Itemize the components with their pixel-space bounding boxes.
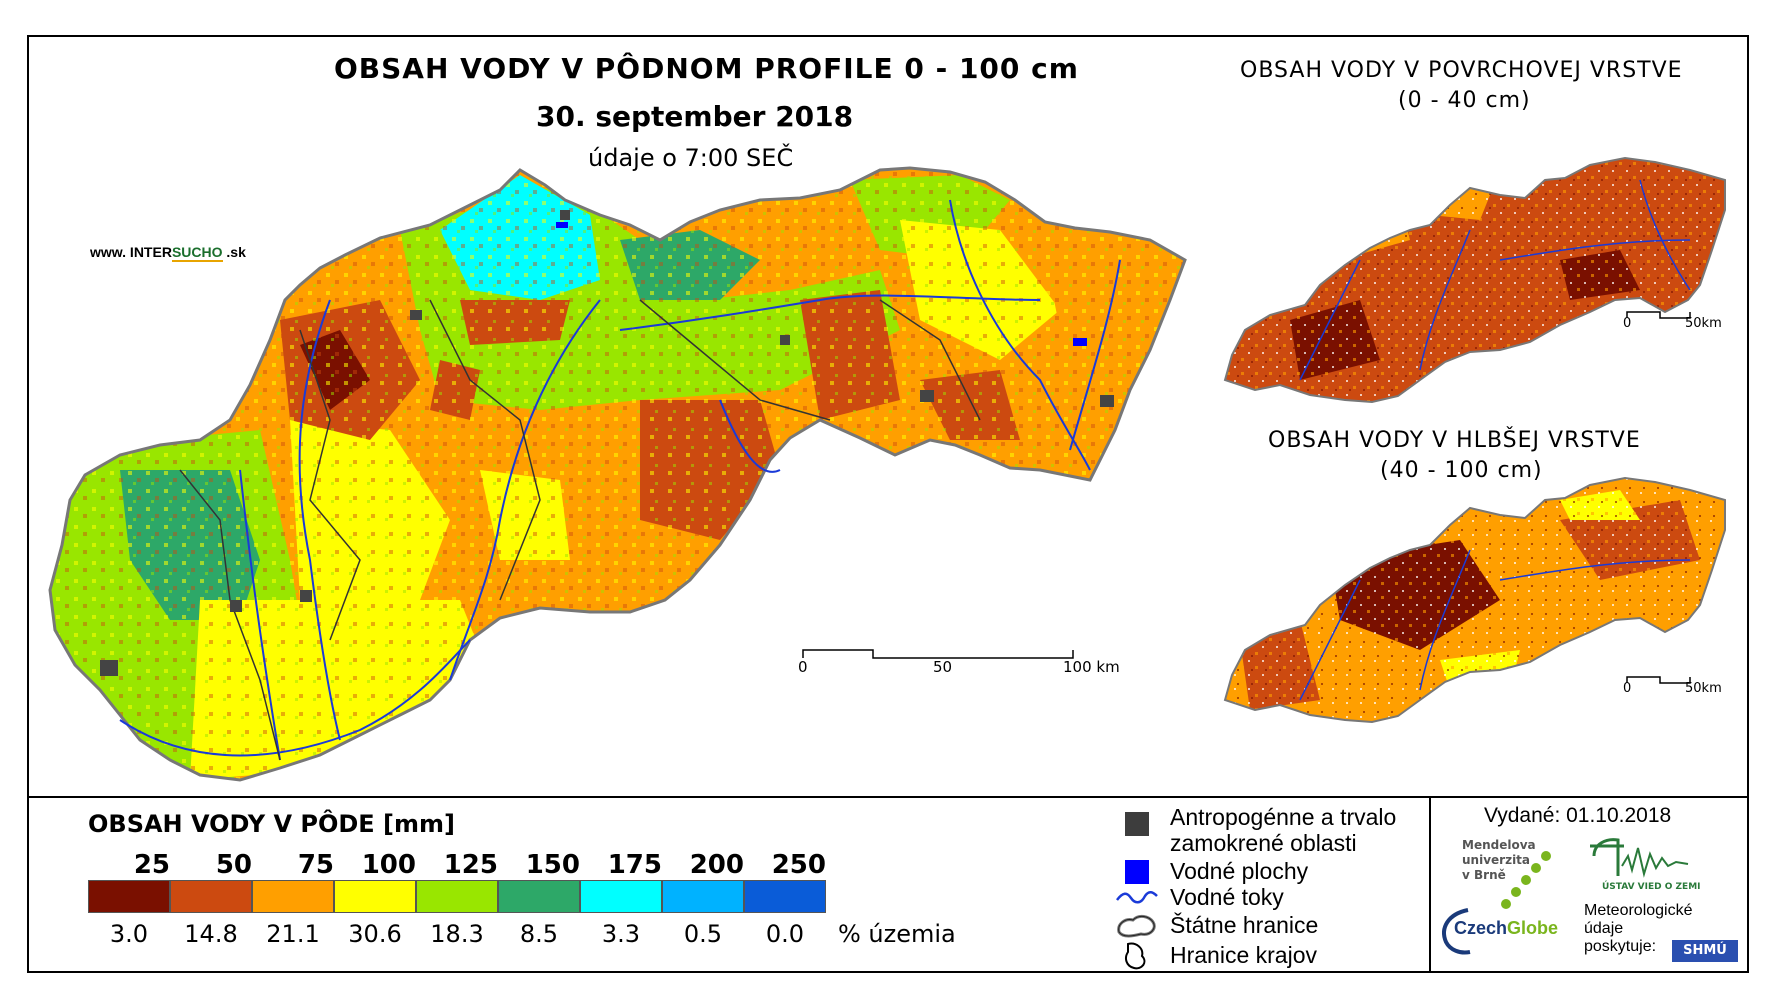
legend-title: OBSAH VODY V PÔDE [mm]: [88, 810, 456, 838]
region-border-icon: [1125, 942, 1146, 970]
legend-item-urban-1: Antropogénne a trvalo: [1170, 804, 1397, 830]
uvz-logo-icon: [1590, 838, 1689, 878]
czechglobe-logo-text: CzechGlobe: [1454, 918, 1559, 938]
legend-swatch: [498, 880, 580, 913]
legend-threshold: 250: [771, 850, 826, 880]
main-title: OBSAH VODY V PÔDNOM PROFILE 0 - 100 cm: [334, 52, 1079, 85]
legend-swatch: [252, 880, 334, 913]
legend-swatch: [334, 880, 416, 913]
inset-top-subtitle: (0 - 40 cm): [1398, 88, 1531, 113]
legend-threshold: 25: [133, 850, 170, 880]
legend-percent: 14.8: [184, 920, 238, 948]
czechglobe-swoosh-icon: [1442, 908, 1471, 955]
inset-bottom-scale-bar: [1626, 676, 1691, 684]
map-date: 30. september 2018: [536, 100, 854, 133]
legend-threshold: 75: [297, 850, 334, 880]
legend-item-region-border: Hranice krajov: [1170, 942, 1317, 968]
inset-top-scale-label-0: 0: [1623, 316, 1632, 331]
inset-top-title: OBSAH VODY V POVRCHOVEJ VRSTVE: [1240, 58, 1683, 83]
inset-bottom-title: OBSAH VODY V HLBŠEJ VRSTVE: [1268, 428, 1641, 453]
credits-divider: [1429, 796, 1431, 973]
scale-label-100: 100 km: [1063, 658, 1120, 676]
legend-percent: 30.6: [348, 920, 402, 948]
main-scale-bar: [802, 649, 1074, 659]
shmu-credit-text: Meteorologické údaje poskytuje:: [1584, 902, 1693, 955]
legend-percent: 0.0: [765, 920, 805, 948]
legend-percent: 18.3: [430, 920, 484, 948]
shmu-logo: SHMÚ: [1672, 940, 1738, 962]
legend-item-state-border: Štátne hranice: [1170, 912, 1319, 938]
website-label: www. INTERSUCHO .sk: [90, 244, 246, 262]
legend-percent: 0.5: [683, 920, 723, 948]
legend-item-water-bodies: Vodné plochy: [1170, 858, 1309, 884]
main-urban-areas: [100, 210, 1114, 676]
uvz-logo-text: ÚSTAV VIED O ZEMI: [1602, 882, 1701, 892]
legend-percent: 3.0: [109, 920, 149, 948]
legend-threshold: 175: [607, 850, 662, 880]
legend-swatch: [662, 880, 744, 913]
main-map-fill: [50, 168, 1185, 780]
legend-threshold: 150: [525, 850, 580, 880]
scale-label-0: 0: [798, 658, 808, 676]
legend-threshold: 50: [215, 850, 252, 880]
time-note: údaje o 7:00 SEČ: [588, 144, 794, 172]
legend-swatch: [170, 880, 252, 913]
legend-divider: [27, 796, 1749, 798]
inset-top-scale-bar: [1626, 311, 1691, 319]
legend-item-urban-2: zamokrené oblasti: [1170, 830, 1357, 856]
water-body-icon: [1125, 860, 1149, 884]
inset-bottom-scale-label-0: 0: [1623, 681, 1632, 696]
legend-threshold: 200: [689, 850, 744, 880]
legend-swatch: [88, 880, 170, 913]
legend-threshold: 100: [361, 850, 416, 880]
legend-percent-unit: % územia: [838, 920, 956, 948]
inset-bottom-subtitle: (40 - 100 cm): [1380, 458, 1543, 483]
legend-percent: 8.5: [519, 920, 559, 948]
mendel-logo-text: Mendelova univerzita v Brně: [1462, 838, 1536, 882]
legend-percent: 3.3: [601, 920, 641, 948]
legend-swatch: [744, 880, 826, 913]
state-border-icon: [1117, 914, 1156, 938]
legend-percent: 21.1: [266, 920, 320, 948]
inset-top-scale-label-50: 50km: [1685, 316, 1722, 331]
issued-date: Vydané: 01.10.2018: [1484, 804, 1672, 827]
inset-bottom-scale-label-50: 50km: [1685, 681, 1722, 696]
map-frame: [27, 35, 1749, 973]
legend-item-rivers: Vodné toky: [1170, 884, 1284, 910]
main-water-body: [1073, 338, 1087, 346]
scale-label-50: 50: [933, 658, 953, 676]
legend-swatch: [580, 880, 662, 913]
main-rivers: [119, 199, 1121, 761]
legend-swatch: [416, 880, 498, 913]
urban-area-icon: [1125, 812, 1149, 836]
legend-threshold: 125: [443, 850, 498, 880]
mendel-dots-icon: [1501, 851, 1551, 909]
river-line-icon: [1116, 891, 1158, 904]
